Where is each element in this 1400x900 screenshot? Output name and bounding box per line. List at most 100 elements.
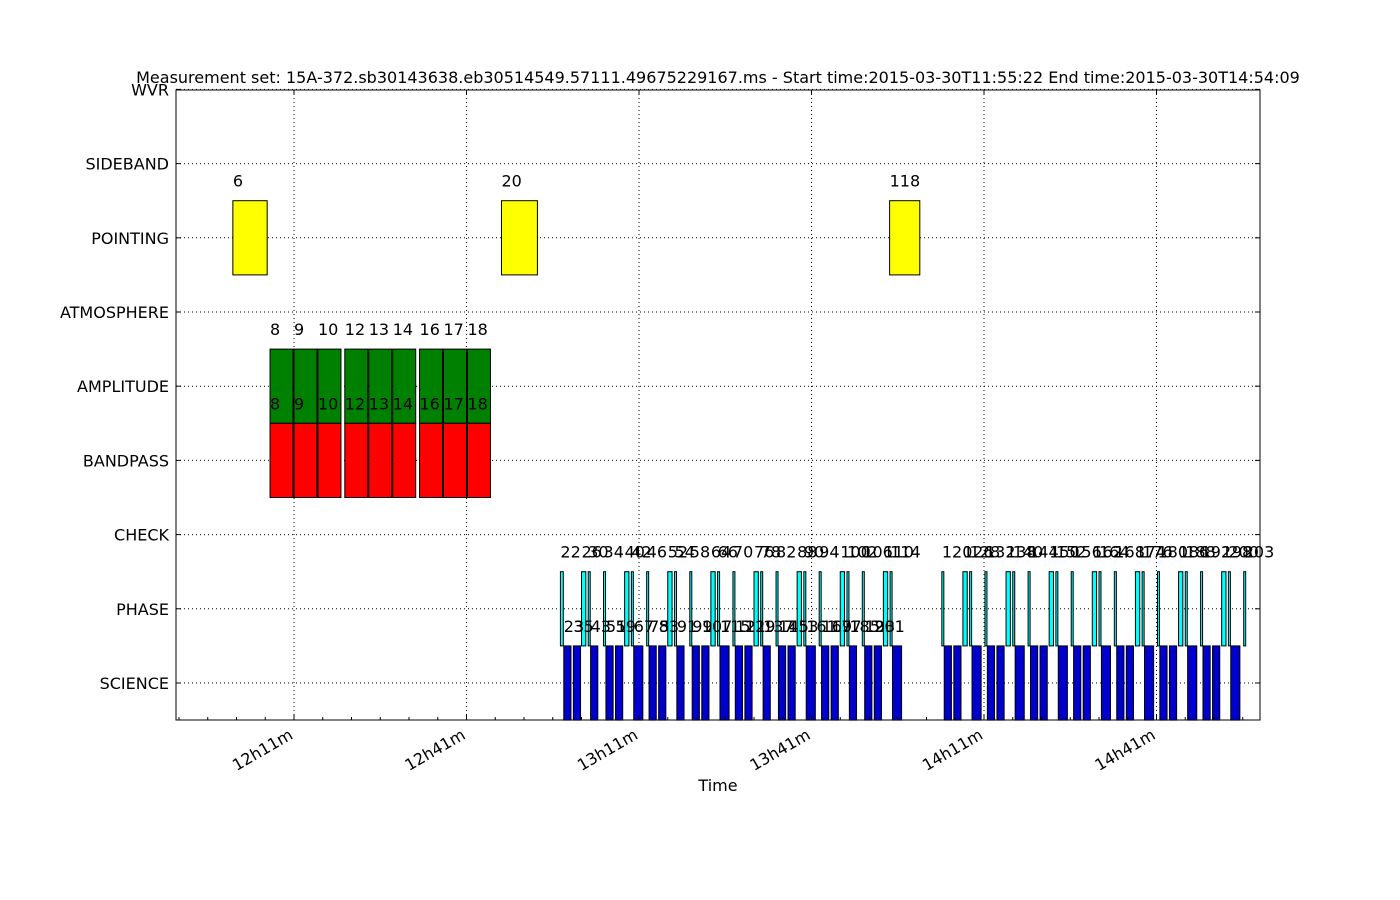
phase-scan-label: 128 [970,543,1001,562]
phase-scan-label: 180 [1157,543,1188,562]
amplitude-scan-label: 18 [467,320,487,339]
y-tick-label-pointing: POINTING [91,229,169,248]
phase-scan-label: 58 [690,543,710,562]
phase-scan-bar [861,571,865,647]
science-scan-bar [615,645,624,721]
science-scan-bar [744,645,753,721]
phase-scan-label: 78 [761,543,781,562]
phase-scan-bar [941,571,945,647]
bandpass-scan-bar [392,422,417,498]
amplitude-scan-label: 17 [444,320,464,339]
phase-scan-bar [1156,571,1160,647]
science-scan-bar [590,645,599,721]
bandpass-scan-bar [269,422,294,498]
phase-scan-bar [839,571,846,647]
science-scan-bar [1144,645,1155,721]
science-scan-label: 107 [702,617,733,636]
phase-scan-label: 150 [1049,543,1080,562]
science-scan-label: 161 [806,617,837,636]
phase-scan-bar [587,571,591,647]
phase-scan-label: 174 [1135,543,1166,562]
phase-scan-bar [1113,571,1117,647]
phase-scan-label: 30 [588,543,608,562]
phase-scan-label: 192 [1201,543,1232,562]
phase-scan-bar [796,571,802,647]
science-scan-bar [1159,645,1168,721]
science-scan-bar [805,645,816,721]
science-scan-label: 67 [634,617,654,636]
phase-scan-bar [753,571,759,647]
science-scan-bar [996,645,1005,721]
phase-scan-label: 186 [1179,543,1210,562]
science-scan-bar [1029,645,1039,721]
amplitude-scan-label: 9 [294,320,304,339]
y-tick-label-sideband: SIDEBAND [85,155,169,174]
phase-scan-bar [1200,571,1204,647]
phase-scan-label: 34 [604,543,624,562]
bandpass-scan-bar [344,422,369,498]
y-tick-label-atmosphere: ATMOSPHERE [60,303,169,322]
phase-scan-bar [1012,571,1016,647]
phase-scan-bar [717,571,721,647]
science-scan-bar [572,645,582,721]
science-scan-bar [563,645,572,721]
science-scan-label: 201 [874,617,905,636]
bandpass-scan-label: 17 [444,394,464,413]
science-scan-label: 23 [564,617,584,636]
phase-scan-label: 70 [733,543,753,562]
phase-scan-bar [559,571,564,647]
pointing-scan-bar [500,200,538,276]
bandpass-scan-label: 8 [270,394,280,413]
bandpass-scan-bar [466,422,491,498]
science-scan-label: 43 [591,617,611,636]
phase-scan-bar [1098,571,1102,647]
phase-scan-label: 88 [797,543,817,562]
phase-scan-label: 126 [963,543,994,562]
science-scan-label: 51 [606,617,626,636]
phase-scan-label: 162 [1092,543,1123,562]
phase-scan-bar [1227,571,1231,647]
amplitude-scan-label: 16 [420,320,440,339]
phase-scan-label: 114 [890,543,921,562]
x-tick-label: 12h11m [229,725,296,775]
bandpass-scan-bar [317,422,342,498]
phase-scan-label: 22 [560,543,580,562]
science-scan-bar [986,645,996,721]
phase-scan-label: 152 [1056,543,1087,562]
phase-scan-label: 110 [883,543,914,562]
phase-scan-bar [673,571,677,647]
science-scan-bar [1187,645,1198,721]
science-scan-bar [943,645,952,721]
science-scan-bar [848,645,858,721]
phase-scan-bar [1005,571,1011,647]
phase-scan-label: 40 [625,543,645,562]
science-scan-label: 121 [735,617,766,636]
science-scan-bar [762,645,771,721]
science-scan-bar [864,645,873,721]
phase-scan-bar [689,571,693,647]
phase-scan-bar [1184,571,1188,647]
phase-scan-label: 176 [1142,543,1173,562]
phase-scan-label: 90 [804,543,824,562]
phase-scan-label: 106 [862,543,893,562]
science-scan-label: 115 [720,617,751,636]
science-scan-bar [971,645,982,721]
scan-bars [232,200,1247,721]
y-tick-label-science: SCIENCE [100,674,169,693]
phase-scan-label: 52 [668,543,688,562]
phase-scan-label: 94 [819,543,839,562]
y-tick-label-phase: PHASE [116,600,169,619]
phase-scan-bar [581,571,587,647]
phase-scan-bar [624,571,630,647]
phase-scan-label: 164 [1099,543,1130,562]
science-scan-bar [1116,645,1125,721]
x-tick-label: 13h11m [574,725,641,775]
phase-scan-label: 26 [582,543,602,562]
phase-scan-bar [1221,571,1227,647]
science-scan-bar [787,645,796,721]
bandpass-scan-bar [443,422,467,498]
science-scan-bar [701,645,710,721]
phase-scan-bar [775,571,779,647]
science-scan-label: 99 [692,617,712,636]
phase-scan-bar [1055,571,1059,647]
